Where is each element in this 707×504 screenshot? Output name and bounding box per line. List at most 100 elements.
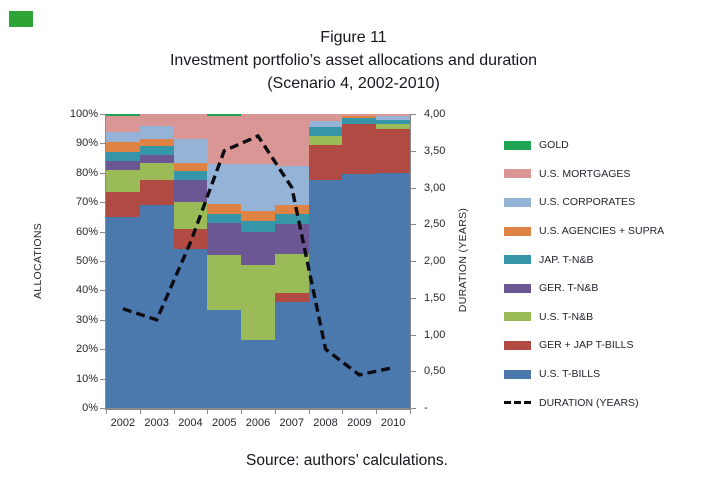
bar-segment: [173, 180, 208, 203]
y-axis-tick: [100, 290, 106, 292]
right-axis-tick: [410, 334, 416, 336]
bar-segment: [173, 249, 208, 408]
y-axis-label: 60%: [75, 225, 98, 238]
bar-segment: [139, 125, 174, 140]
x-axis-label: 2009: [347, 417, 372, 429]
right-axis-tick: [410, 150, 416, 152]
y-axis-label: 10%: [75, 372, 98, 385]
legend-item: DURATION (YEARS): [504, 388, 664, 417]
legend-label: U.S. AGENCIES + SUPRA: [539, 225, 665, 238]
right-axis-label: 2,00: [424, 255, 446, 267]
y-axis-label: 20%: [75, 343, 98, 356]
bar-segment: [274, 253, 309, 294]
bar-segment: [308, 121, 343, 128]
bar-segment: [274, 293, 309, 303]
bar-column-2003: [139, 114, 174, 408]
bar-segment: [241, 221, 275, 232]
x-axis-tick: [342, 408, 344, 414]
bar-segment: [173, 139, 208, 163]
y-axis-tick: [100, 408, 106, 409]
bar-segment: [139, 205, 174, 408]
bar-segment: [308, 114, 343, 122]
bar-segment: [241, 265, 275, 341]
x-axis-label: 2002: [110, 417, 136, 429]
legend-color-swatch: [504, 140, 531, 150]
legend-dash-swatch: [504, 398, 531, 407]
bar-segment: [342, 174, 377, 408]
y-axis-tick: [100, 319, 106, 321]
bar-segment: [106, 141, 140, 153]
legend-label: DURATION (YEARS): [539, 396, 639, 409]
legend-item: GOLD: [504, 131, 664, 160]
green-corner-box: [9, 11, 33, 27]
bar-column-2006: [241, 114, 275, 408]
bar-segment: [241, 231, 275, 266]
chart-title: Figure 11 Investment portfolio’s asset a…: [0, 26, 707, 95]
y-axis-tick: [100, 143, 106, 145]
right-axis-tick: [410, 224, 416, 226]
bar-segment: [139, 155, 174, 163]
bar-segment: [376, 128, 411, 173]
y-axis-label: 50%: [75, 255, 98, 267]
legend-color-swatch: [504, 312, 531, 322]
bar-segment: [207, 214, 242, 223]
right-axis-label: 0,50: [424, 365, 446, 378]
legend-color-swatch: [504, 197, 531, 207]
legend-label: U.S. MORTGAGES: [539, 167, 631, 180]
legend-item: U.S. AGENCIES + SUPRA: [504, 217, 664, 246]
y-axis-tick: [100, 114, 106, 115]
x-axis-label: 2010: [380, 417, 406, 429]
bar-segment: [106, 216, 140, 408]
y-axis-tick: [100, 231, 106, 233]
bar-segment: [274, 114, 309, 166]
legend-color-swatch: [504, 283, 531, 293]
bar-segment: [106, 131, 140, 142]
x-axis-tick: [274, 408, 276, 414]
stacked-bars: [106, 114, 411, 408]
legend-label: U.S. T-N&B: [539, 310, 594, 323]
bar-segment: [376, 124, 411, 129]
bar-column-2009: [342, 114, 377, 408]
y-axis-label: 40%: [75, 284, 98, 297]
bar-segment: [173, 228, 208, 250]
right-axis-label: 1,50: [424, 291, 446, 304]
legend-item: U.S. CORPORATES: [504, 188, 664, 217]
legend-item: U.S. T-N&B: [504, 303, 664, 332]
y-axis-label: 100%: [69, 108, 98, 120]
bar-segment: [106, 115, 140, 132]
left-axis-title: ALLOCATIONS: [32, 222, 44, 300]
y-axis-tick: [100, 349, 106, 351]
x-axis-label: 2008: [313, 417, 338, 429]
title-line-2: Investment portfolio’s asset allocations…: [169, 52, 538, 69]
x-axis-label: 2006: [245, 417, 271, 429]
bar-segment: [139, 180, 174, 206]
bar-segment: [207, 115, 242, 165]
bar-segment: [139, 114, 174, 126]
legend-label: U.S. T-BILLS: [539, 368, 601, 381]
bar-segment: [139, 146, 174, 156]
legend-color-swatch: [504, 169, 531, 179]
legend-item: JAP. T-N&B: [504, 245, 664, 274]
y-axis-label: 30%: [75, 313, 98, 326]
x-axis-label: 2007: [279, 417, 304, 429]
bar-segment: [139, 139, 174, 147]
x-axis-label: 2004: [178, 417, 203, 429]
bar-segment: [241, 211, 275, 222]
right-axis-tick: [410, 261, 416, 262]
right-axis-label: -: [424, 402, 428, 414]
legend-item: U.S. T-BILLS: [504, 360, 664, 389]
x-axis-tick: [376, 408, 378, 414]
legend-color-swatch: [504, 340, 531, 350]
x-axis-tick: [308, 408, 310, 414]
bar-segment: [274, 205, 309, 214]
legend-color-swatch: [504, 255, 531, 265]
bar-segment: [106, 191, 140, 217]
right-axis-tick: [410, 114, 416, 115]
bar-segment: [173, 202, 208, 229]
bar-segment: [106, 114, 140, 116]
right-axis-tick: [410, 408, 416, 409]
bar-column-2002: [106, 114, 140, 408]
legend-item: GER. T-N&B: [504, 274, 664, 303]
y-axis-label: 70%: [75, 196, 98, 209]
